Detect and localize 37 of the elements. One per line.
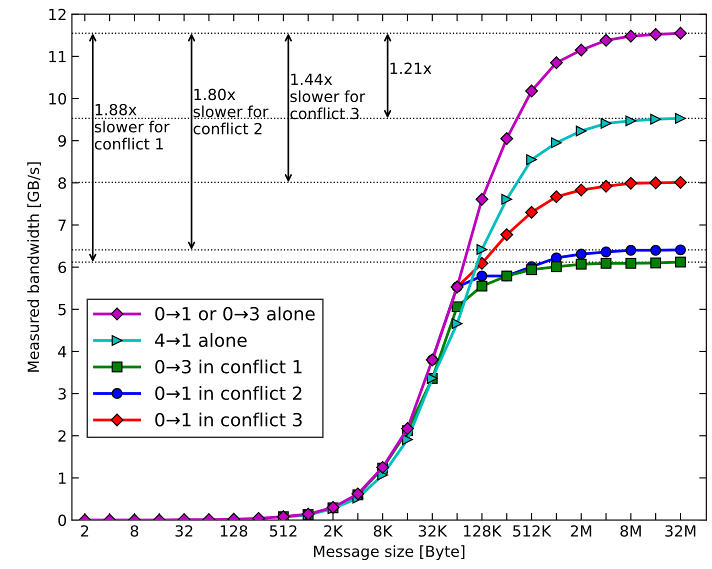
x-tick-label: 2 xyxy=(81,525,88,537)
annotation: 1.88x slower for conflict 1 xyxy=(94,104,170,150)
legend-label: 0→3 in conflict 1 xyxy=(155,360,302,374)
y-tick-label: 0 xyxy=(58,514,66,526)
x-tick-label: 32M xyxy=(665,525,696,537)
legend-label: 4→1 alone xyxy=(154,333,247,348)
x-tick-label: 32K xyxy=(418,525,448,537)
y-tick-label: 2 xyxy=(58,430,66,442)
annotation: 1.44x slower for conflict 3 xyxy=(290,74,366,120)
x-tick-label: 128 xyxy=(220,525,248,537)
x-tick-label: 32 xyxy=(176,525,192,537)
legend-label: 0→1 in conflict 3 xyxy=(155,412,302,427)
annotation: 1.21x xyxy=(390,62,432,74)
y-tick-label: 10 xyxy=(49,92,66,105)
y-tick-label: 7 xyxy=(58,220,66,231)
y-tick-label: 5 xyxy=(58,304,66,316)
y-tick-label: 3 xyxy=(58,388,66,400)
x-tick-label: 8 xyxy=(130,525,138,537)
y-tick-label: 4 xyxy=(58,346,66,358)
y-tick-label: 11 xyxy=(49,51,66,62)
legend-label: 0→1 in conflict 2 xyxy=(155,386,302,400)
x-axis-title: Message size [Byte] xyxy=(314,545,464,560)
x-tick-label: 8K xyxy=(374,525,393,537)
y-tick-label: 12 xyxy=(49,8,66,20)
x-tick-label: 512 xyxy=(270,525,296,537)
y-tick-label: 9 xyxy=(58,135,66,147)
y-axis-title: Measured bandwidth [GB/s] xyxy=(27,162,41,372)
y-tick-label: 6 xyxy=(58,262,66,274)
x-tick-label: 8M xyxy=(620,525,641,537)
y-tick-label: 1 xyxy=(59,472,66,484)
y-tick-label: 8 xyxy=(58,177,66,189)
annotation: 1.80x slower for conflict 2 xyxy=(194,88,268,134)
x-tick-label: 128K xyxy=(464,525,502,537)
x-tick-label: 2K xyxy=(324,525,344,537)
legend-label: 0→1 or 0→3 alone xyxy=(155,306,315,321)
x-tick-label: 512K xyxy=(513,525,552,537)
x-tick-label: 2M xyxy=(570,525,592,537)
